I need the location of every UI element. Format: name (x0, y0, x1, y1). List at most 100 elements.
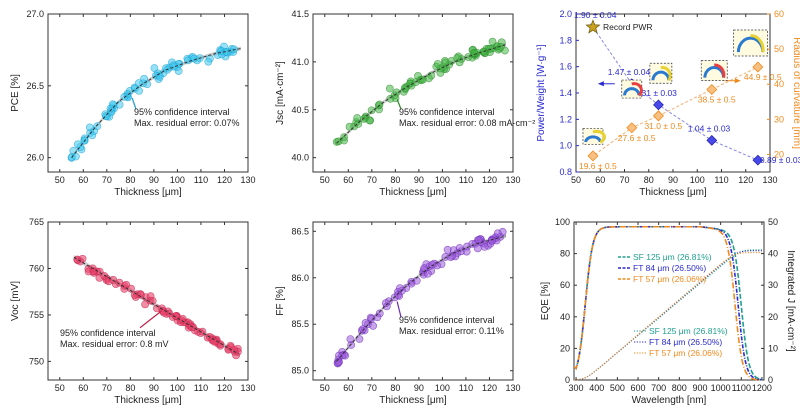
y-tick-label: 765 (29, 217, 44, 227)
data-point (353, 114, 362, 122)
y-tick-label: 40 (560, 312, 570, 322)
x-tick-label: 50 (55, 175, 65, 185)
x-axis-label: Thickness [μm] (114, 187, 182, 198)
y-tick-label: 2.0 (559, 9, 572, 19)
x-tick-label: 90 (668, 175, 678, 185)
record-label: Record PWR (603, 22, 653, 32)
plot-frame (312, 13, 514, 173)
x-tick-label: 110 (194, 175, 208, 185)
x-tick-label: 1200 (752, 383, 772, 393)
data-point (150, 64, 159, 72)
curvature-arc-hot (592, 129, 606, 144)
data-point (177, 316, 186, 325)
data-point (428, 260, 437, 269)
pw-value-label: 1.47 ± 0.04 (608, 67, 651, 77)
x-tick-label: 900 (692, 383, 707, 393)
x-axis-label: Thickness [μm] (379, 395, 447, 406)
x-tick-label: 70 (619, 175, 629, 185)
data-point (385, 84, 394, 93)
x-tick-label: 80 (390, 383, 400, 393)
pw-curve (590, 23, 761, 161)
data-point (88, 131, 97, 140)
x-tick-label: 130 (762, 175, 777, 185)
y-tick-label: 27.0 (26, 9, 44, 19)
chart-pw-roc: 50 60 70 80 90 100 110 120 130 Thickness [μm] 0.8 1… (536, 9, 800, 198)
x-tick-label: 90 (414, 383, 424, 393)
annotation-text: 95% confidence interval (399, 107, 495, 117)
x-tick-label: 80 (644, 175, 654, 185)
x-tick-label: 500 (610, 383, 625, 393)
y-right-tick-label: 40 (768, 249, 778, 259)
y-tick-label: 0 (565, 375, 570, 385)
x-tick-label: 70 (102, 175, 112, 185)
confidence-band (336, 42, 506, 146)
x-tick-label: 110 (194, 383, 208, 393)
y-right-tick-label: 30 (774, 114, 784, 124)
x-tick-label: 130 (505, 383, 520, 393)
y-tick-label: 26.0 (26, 153, 44, 163)
pw-value-label: 1.90 ± 0.04 (574, 10, 617, 20)
x-tick-label: 70 (367, 383, 377, 393)
y-tick-label: 85.5 (291, 319, 309, 329)
data-point (146, 292, 155, 301)
eqe-curve (574, 225, 762, 381)
x-tick-label: 700 (651, 383, 666, 393)
annotation-text: Max. residual error: 0.11% (399, 326, 504, 336)
data-point (470, 49, 478, 57)
data-point (187, 323, 196, 332)
chart-ff: 50 60 70 80 90 100 110 120 130 Thickness [μm] 85.0… (275, 221, 521, 406)
x-axis-label: Wavelength [nm] (632, 395, 707, 406)
x-tick-label: 100 (170, 383, 185, 393)
chart-eqe: 300 400 500 600 700 800 900 1000 1100 1200Wavelen… (540, 217, 796, 406)
data-point (453, 54, 462, 62)
data-point (375, 100, 384, 109)
x-tick-label: 80 (390, 175, 400, 185)
y-tick-label: 40.5 (291, 105, 309, 115)
data-point (100, 271, 109, 280)
y-right-tick-label: 20 (768, 312, 778, 322)
data-point (80, 136, 89, 145)
data-point (475, 236, 483, 244)
data-point (365, 116, 374, 125)
x-tick-label: 90 (414, 175, 424, 185)
y-tick-label: 80 (560, 249, 570, 259)
x-tick-label: 80 (125, 383, 135, 393)
data-point (381, 299, 390, 308)
chart-jsc: 50 60 70 80 90 100 110 120 130 Thickness [μm] 40.0… (275, 9, 535, 198)
data-point (480, 242, 489, 251)
y-tick-label: 41.5 (291, 9, 309, 19)
data-point (346, 335, 355, 343)
y-tick-label: 0.8 (559, 167, 572, 177)
x-tick-label: 120 (738, 175, 753, 185)
x-tick-label: 300 (569, 383, 584, 393)
x-tick-label: 1100 (732, 383, 751, 393)
y-tick-label: 20 (560, 343, 570, 353)
annotation-text: Max. residual error: 0.08 mA·cm⁻² (399, 118, 535, 128)
legend-entry: FT 57 μm (26.06%) (633, 274, 706, 284)
annotation-arrow (139, 310, 162, 329)
x-tick-label: 50 (320, 175, 330, 185)
data-point (170, 62, 178, 71)
annotation-text: 95% confidence interval (399, 315, 495, 325)
legend-entry: FT 57 μm (26.06%) (649, 348, 722, 358)
chart-voc: 50 60 70 80 90 100 110 120 130 Thickness [μm] 750 7… (10, 217, 256, 406)
y-tick-label: 40.0 (291, 153, 309, 163)
roc-value-label: 27.6 ± 0.5 (618, 133, 656, 143)
y-tick-label: 86.0 (291, 273, 309, 283)
roc-curve (590, 66, 761, 159)
x-tick-label: 110 (459, 383, 473, 393)
x-tick-label: 90 (149, 383, 159, 393)
roc-value-label: 38.5 ± 0.5 (698, 94, 736, 104)
curvature-arc (623, 87, 641, 96)
curvature-arc (584, 135, 602, 143)
x-tick-label: 110 (459, 175, 473, 185)
x-tick-label: 120 (217, 383, 232, 393)
x-tick-label: 70 (102, 383, 112, 393)
data-point (160, 308, 168, 317)
pw-marker (706, 135, 718, 146)
legend-entry: SF 125 μm (26.81%) (633, 252, 712, 262)
data-point (464, 53, 473, 61)
data-point (204, 57, 213, 66)
data-point (486, 44, 495, 53)
plot-frame (47, 221, 249, 381)
